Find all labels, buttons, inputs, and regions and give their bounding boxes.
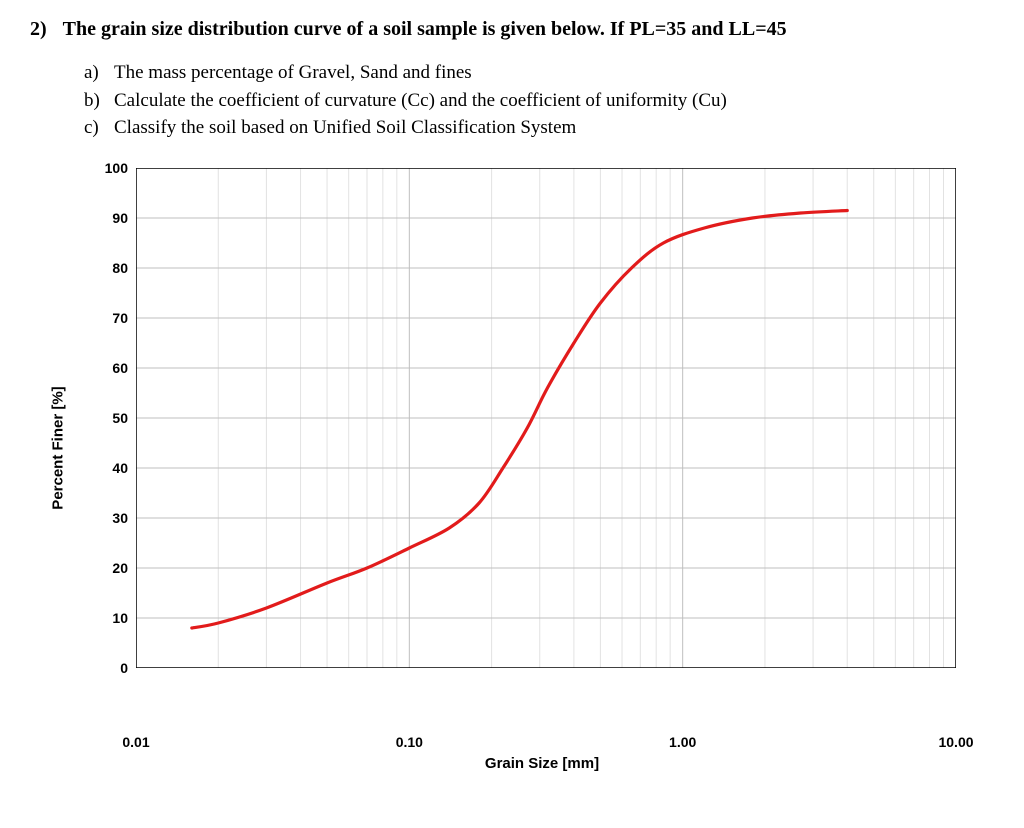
y-tick: 40 xyxy=(100,460,128,476)
y-tick: 50 xyxy=(100,410,128,426)
x-tick: 10.00 xyxy=(938,734,973,750)
y-axis-label: Percent Finer [%] xyxy=(50,386,67,509)
subpart-c: c) Classify the soil based on Unified So… xyxy=(84,114,994,142)
y-tick: 30 xyxy=(100,510,128,526)
distribution-curve xyxy=(192,210,847,628)
subpart-letter: c) xyxy=(84,114,114,142)
y-tick: 20 xyxy=(100,560,128,576)
question-prompt: The grain size distribution curve of a s… xyxy=(63,18,787,40)
subpart-text: The mass percentage of Gravel, Sand and … xyxy=(114,59,472,87)
subpart-text: Calculate the coefficient of curvature (… xyxy=(114,87,727,115)
y-tick: 90 xyxy=(100,210,128,226)
page: 2) The grain size distribution curve of … xyxy=(0,0,1024,828)
subpart-a: a) The mass percentage of Gravel, Sand a… xyxy=(84,59,994,87)
question-subparts: a) The mass percentage of Gravel, Sand a… xyxy=(84,59,994,142)
x-tick: 1.00 xyxy=(669,734,696,750)
subpart-b: b) Calculate the coefficient of curvatur… xyxy=(84,87,994,115)
y-tick: 60 xyxy=(100,360,128,376)
y-tick: 10 xyxy=(100,610,128,626)
y-tick: 70 xyxy=(100,310,128,326)
subpart-letter: b) xyxy=(84,87,114,115)
x-axis-label: Grain Size [mm] xyxy=(485,755,599,772)
subpart-letter: a) xyxy=(84,59,114,87)
x-tick: 0.01 xyxy=(122,734,149,750)
y-tick: 80 xyxy=(100,260,128,276)
y-tick: 0 xyxy=(100,660,128,676)
grain-size-chart: Percent Finer [%] Grain Size [mm] 010203… xyxy=(92,168,992,728)
chart-svg xyxy=(136,168,956,668)
x-tick: 0.10 xyxy=(396,734,423,750)
subpart-text: Classify the soil based on Unified Soil … xyxy=(114,114,576,142)
question-number: 2) xyxy=(30,18,58,41)
question-heading: 2) The grain size distribution curve of … xyxy=(30,18,994,41)
y-tick: 100 xyxy=(100,160,128,176)
